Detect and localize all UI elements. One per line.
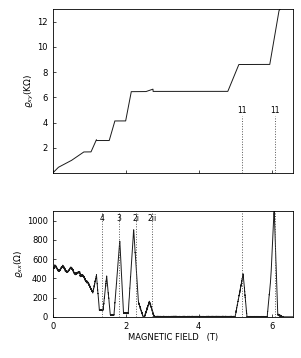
Text: 11: 11 — [270, 106, 279, 115]
Y-axis label: $\varrho_{xx}$(Ω): $\varrho_{xx}$(Ω) — [12, 250, 25, 278]
Text: 2ii: 2ii — [148, 214, 157, 223]
X-axis label: MAGNETIC FIELD   (T): MAGNETIC FIELD (T) — [128, 333, 218, 343]
Text: 2i: 2i — [132, 214, 139, 223]
Text: 11: 11 — [237, 106, 247, 115]
Y-axis label: $\varrho_{xy}$(KΩ): $\varrho_{xy}$(KΩ) — [23, 74, 36, 108]
Text: 4: 4 — [100, 214, 104, 223]
Text: 3: 3 — [117, 214, 122, 223]
